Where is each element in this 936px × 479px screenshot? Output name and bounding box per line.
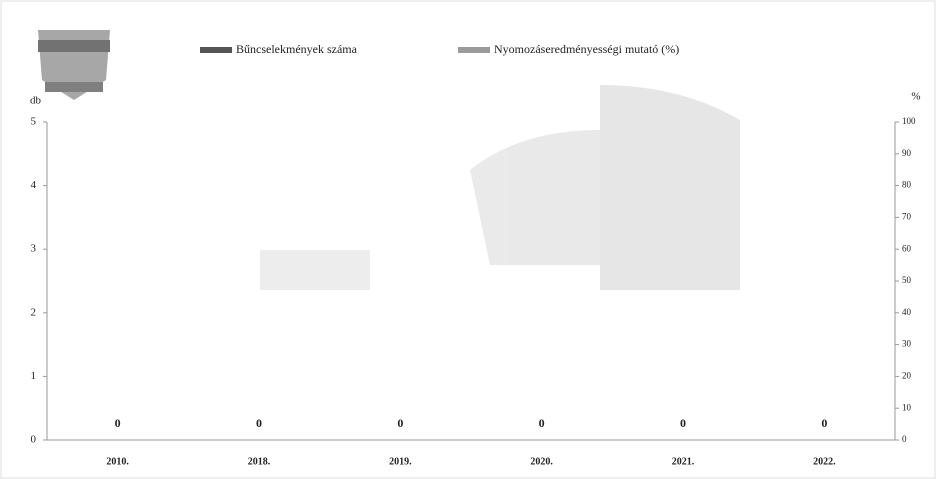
data-label: 0 bbox=[680, 416, 686, 430]
x-tick-label: 2021. bbox=[672, 456, 695, 467]
background-building bbox=[260, 85, 740, 290]
y2-tick-label: 60 bbox=[902, 243, 912, 253]
legend-label: Nyomozáseredményességi mutató (%) bbox=[494, 42, 679, 56]
y2-tick-label: 80 bbox=[902, 180, 912, 190]
data-label: 0 bbox=[256, 416, 262, 430]
y2-tick-label: 10 bbox=[902, 402, 912, 412]
y-axis-title: db bbox=[30, 95, 42, 107]
data-label: 0 bbox=[115, 416, 121, 430]
y2-axis-title: % bbox=[911, 91, 920, 103]
y2-tick-label: 90 bbox=[902, 148, 912, 158]
y-tick-label: 1 bbox=[31, 370, 37, 382]
x-tick-label: 2018. bbox=[248, 456, 271, 467]
x-tick-label: 2022. bbox=[813, 456, 836, 467]
y2-tick-label: 70 bbox=[902, 211, 912, 221]
x-tick-label: 2020. bbox=[530, 456, 553, 467]
y-tick-label: 0 bbox=[31, 434, 37, 446]
data-label: 0 bbox=[539, 416, 545, 430]
x-tick-label: 2010. bbox=[106, 456, 129, 467]
data-label: 0 bbox=[397, 416, 403, 430]
legend-swatch bbox=[458, 47, 490, 53]
y-tick-label: 4 bbox=[31, 179, 37, 191]
y-tick-label: 3 bbox=[31, 243, 37, 255]
y2-tick-label: 30 bbox=[902, 339, 912, 349]
data-label: 0 bbox=[821, 416, 827, 430]
logo bbox=[38, 30, 110, 100]
y2-tick-label: 20 bbox=[902, 370, 912, 380]
y-tick-label: 2 bbox=[31, 306, 37, 318]
y2-tick-label: 50 bbox=[902, 275, 912, 285]
legend-swatch bbox=[200, 47, 232, 53]
y2-tick-label: 0 bbox=[902, 434, 907, 444]
y2-tick-label: 100 bbox=[902, 116, 916, 126]
x-tick-label: 2019. bbox=[389, 456, 412, 467]
legend-label: Bűncselekmények száma bbox=[236, 42, 358, 56]
y-tick-label: 5 bbox=[31, 116, 37, 128]
y2-tick-label: 40 bbox=[902, 307, 912, 317]
